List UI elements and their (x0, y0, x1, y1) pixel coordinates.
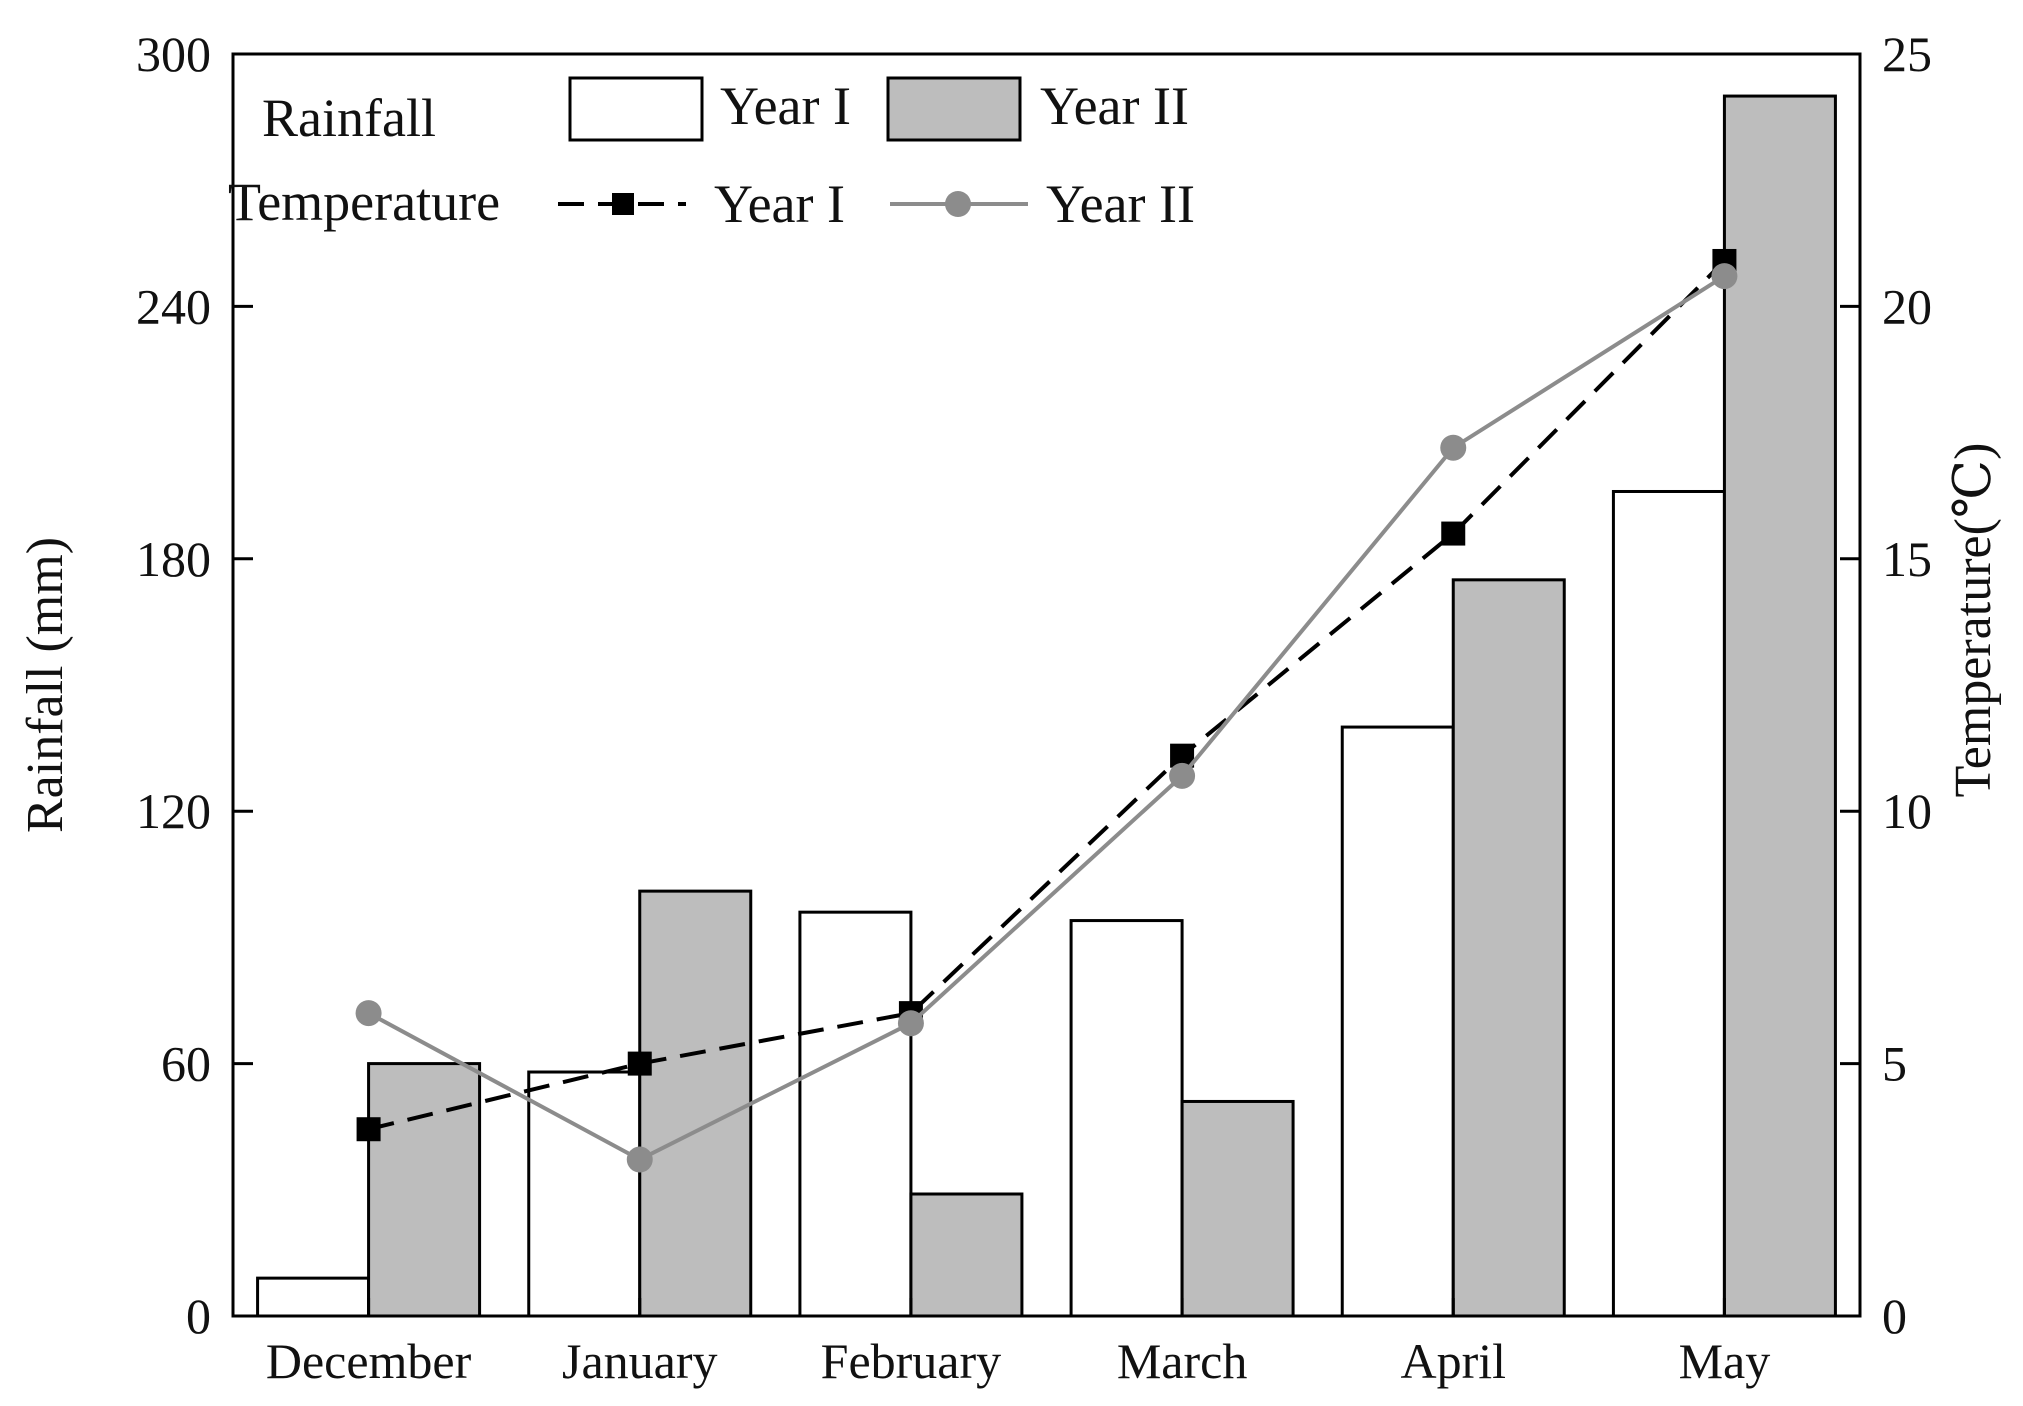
left-tick-label: 300 (136, 26, 211, 82)
x-tick-label: February (821, 1333, 1002, 1389)
bar-year2-april (1451, 578, 1566, 1318)
bar-year1-april (1340, 725, 1455, 1318)
right-tick-label: 5 (1882, 1036, 1907, 1092)
bar-year1-february (798, 910, 913, 1318)
temp-point-year2-march (1169, 762, 1196, 789)
temp-line-year1 (368, 259, 1726, 1132)
legend-temp-year2-marker (945, 191, 971, 217)
bar-year1-may (1611, 489, 1726, 1318)
x-tick-label: December (266, 1333, 472, 1389)
left-tick-label: 180 (136, 531, 211, 587)
legend-rainfall-title: Rainfall (262, 88, 436, 148)
legend: Rainfall Year I Year II Temperature Year… (228, 76, 1195, 234)
left-tick-label: 120 (136, 783, 211, 839)
x-tick-label: January (562, 1333, 718, 1389)
rainfall-bars (256, 94, 1837, 1318)
right-tick-label: 0 (1882, 1288, 1907, 1344)
legend-rainfall-year2-label: Year II (1040, 76, 1189, 136)
bar-year2-march (1180, 1099, 1295, 1318)
x-tick-label: April (1400, 1333, 1506, 1389)
legend-rainfall-year1-label: Year I (720, 76, 851, 136)
left-tick-label: 0 (186, 1288, 211, 1344)
left-tick-label: 240 (136, 278, 211, 334)
temp-point-year2-january (626, 1146, 653, 1173)
plot-frame (231, 52, 1862, 1318)
bar-year2-december (367, 1062, 482, 1318)
temp-point-year2-april (1440, 434, 1467, 461)
legend-rainfall-year2-swatch (886, 76, 1022, 142)
right-axis-title: Temperature(℃) (1945, 443, 2002, 798)
right-tick-label: 10 (1882, 783, 1932, 839)
temp-point-year1-january (627, 1051, 652, 1076)
temp-point-year1-december (356, 1117, 381, 1142)
right-tick-label: 25 (1882, 26, 1932, 82)
temp-point-year2-december (355, 1000, 382, 1027)
legend-rainfall-year1-swatch (568, 76, 704, 142)
x-tick-label: May (1679, 1333, 1771, 1389)
bar-year1-january (527, 1070, 642, 1318)
legend-temp-year1-marker (612, 193, 634, 215)
bar-year2-january (638, 889, 753, 1318)
axes: 0 60 120 180 240 300 0 5 10 15 20 25 December January… (136, 26, 1932, 1389)
right-tick-label: 20 (1882, 278, 1932, 334)
temperature-lines (355, 248, 1738, 1173)
right-tick-label: 15 (1882, 531, 1932, 587)
left-axis-title: Rainfall (mm) (17, 537, 74, 833)
bar-year1-december (256, 1276, 371, 1318)
temp-point-year2-february (897, 1010, 924, 1037)
temp-point-year2-may (1711, 263, 1738, 290)
temp-point-year1-april (1441, 521, 1466, 546)
legend-temperature-title: Temperature (228, 172, 500, 232)
bar-year2-february (909, 1192, 1024, 1318)
bar-year2-may (1722, 94, 1837, 1318)
legend-temp-year2-label: Year II (1046, 174, 1195, 234)
bar-year1-march (1069, 919, 1184, 1318)
legend-temp-year1-label: Year I (714, 174, 845, 234)
x-tick-label: March (1117, 1333, 1248, 1389)
left-tick-label: 60 (161, 1036, 211, 1092)
temp-line-year2 (367, 274, 1726, 1162)
